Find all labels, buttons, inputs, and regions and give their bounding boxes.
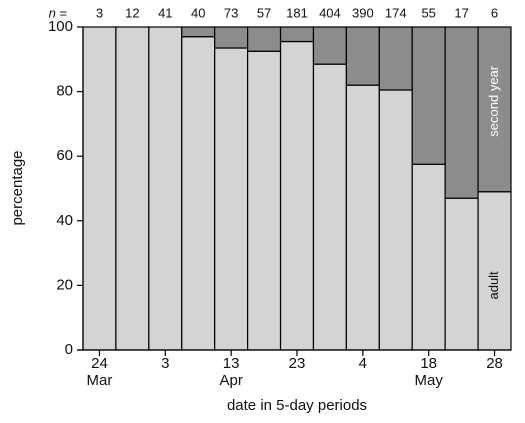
bar-segment <box>279 26 315 43</box>
bar-segment <box>444 197 479 351</box>
bar-segment <box>378 89 413 351</box>
bar-segment <box>345 26 380 86</box>
bar-segment <box>214 47 249 351</box>
bar-segment <box>345 84 380 351</box>
x-tick-label: 13 <box>223 355 240 372</box>
bar-segment <box>181 26 216 38</box>
bar-segment <box>115 26 150 351</box>
n-value: 6 <box>491 5 498 20</box>
n-value: 57 <box>257 5 271 20</box>
legend-label: second year <box>486 65 501 136</box>
month-label: Apr <box>219 372 242 389</box>
x-tick-label: 28 <box>486 355 503 372</box>
bar-segment <box>247 50 282 351</box>
x-tick-label: 4 <box>359 355 367 372</box>
bar-segment <box>411 163 446 351</box>
y-tick-label: 0 <box>65 341 73 358</box>
n-value: 3 <box>96 5 103 20</box>
bar-segment <box>444 26 479 199</box>
bar-segment <box>181 36 216 351</box>
bar-segment <box>312 26 347 65</box>
n-value: 40 <box>191 5 205 20</box>
bar-segment <box>312 63 347 351</box>
n-value: 73 <box>224 5 238 20</box>
y-tick-label: 100 <box>48 18 73 35</box>
n-value: 181 <box>286 5 308 20</box>
n-value: 390 <box>352 5 374 20</box>
bar-segment <box>214 26 249 49</box>
n-label: n = <box>49 5 68 20</box>
bar-segment <box>477 26 512 193</box>
n-value: 41 <box>158 5 172 20</box>
month-label: May <box>415 372 444 389</box>
legend-label: adult <box>486 271 501 300</box>
x-tick-label: 24 <box>91 355 108 372</box>
n-value: 55 <box>421 5 435 20</box>
y-axis-label: percentage <box>9 150 26 225</box>
bar-segment <box>378 26 413 91</box>
bar-segment <box>279 40 315 351</box>
x-tick-label: 3 <box>161 355 169 372</box>
bar-segment <box>247 26 282 52</box>
n-value: 174 <box>385 5 407 20</box>
y-tick-label: 60 <box>56 147 73 164</box>
month-label: Mar <box>87 372 113 389</box>
bar-segment <box>148 26 183 351</box>
n-value: 17 <box>454 5 468 20</box>
bar-segment <box>477 191 512 351</box>
x-tick-label: 23 <box>289 355 306 372</box>
y-tick-label: 40 <box>56 212 73 229</box>
bar-segment <box>411 26 446 165</box>
n-value: 404 <box>319 5 341 20</box>
n-value: 12 <box>125 5 139 20</box>
bar-segment <box>82 26 117 351</box>
y-tick-label: 20 <box>56 276 73 293</box>
x-axis-label: date in 5-day periods <box>227 397 367 414</box>
x-tick-label: 18 <box>420 355 437 372</box>
y-tick-label: 80 <box>56 83 73 100</box>
